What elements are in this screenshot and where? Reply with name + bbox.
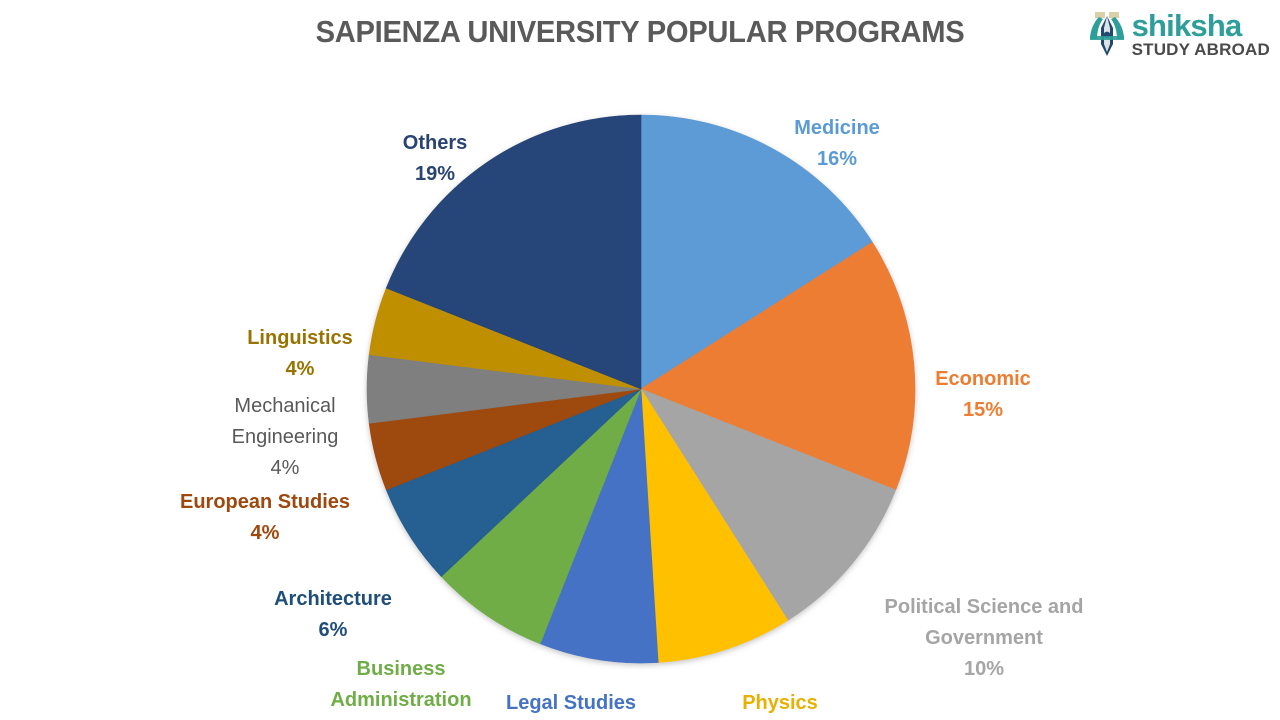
pie-label-architecture: Architecture 6% bbox=[257, 553, 409, 677]
logo-tagline: STUDY ABROAD bbox=[1131, 40, 1270, 59]
logo-text: shiksha STUDY ABROAD bbox=[1132, 10, 1270, 58]
pie-label-others-pct: 19% bbox=[414, 163, 456, 185]
pie-label-others: Others 19% bbox=[375, 97, 495, 221]
pie-slice-business-administration[interactable] bbox=[440, 388, 642, 645]
pie-slice-physics[interactable] bbox=[640, 388, 789, 663]
pie-label-european-studies: European Studies 4% bbox=[162, 456, 368, 580]
pie-label-architecture-pct: 6% bbox=[318, 619, 348, 641]
pie-label-business-administration-name: Business Administration bbox=[330, 658, 472, 711]
pie-label-mechanical-engineering-pct: 4% bbox=[270, 457, 300, 479]
pie-label-european-studies-pct: 4% bbox=[250, 522, 280, 544]
pie-label-political-science: Political Science and Government 10% bbox=[860, 561, 1108, 716]
pie-slice-political-science-and-government[interactable] bbox=[640, 388, 897, 621]
pie-slice-medicine[interactable] bbox=[640, 114, 873, 390]
pie-slice-others[interactable] bbox=[385, 114, 642, 390]
pie-label-others-name: Others bbox=[402, 132, 468, 154]
pie-label-economic: Economic 15% bbox=[903, 333, 1063, 457]
pie-label-medicine-name: Medicine bbox=[794, 117, 880, 139]
pie-slice-legal-studies[interactable] bbox=[539, 388, 659, 664]
logo-wordmark: shiksha bbox=[1131, 8, 1243, 43]
pie-label-legal-studies: Legal Studies 7% bbox=[488, 657, 654, 720]
pie-label-physics: Physics 8% bbox=[707, 657, 853, 720]
pie-label-economic-pct: 15% bbox=[962, 399, 1004, 421]
pie-label-business-administration-pct: 7% bbox=[312, 716, 490, 720]
pie-label-architecture-name: Architecture bbox=[274, 588, 392, 610]
pie-label-legal-studies-name: Legal Studies bbox=[505, 692, 637, 714]
pie-label-political-science-name: Political Science and Government bbox=[884, 596, 1084, 649]
pie-label-economic-name: Economic bbox=[935, 368, 1031, 390]
pie-label-linguistics: Linguistics 4% bbox=[231, 292, 369, 416]
pie-label-medicine-pct: 16% bbox=[816, 148, 858, 170]
pie-label-mechanical-engineering-name: Mechanical Engineering bbox=[231, 395, 339, 448]
page-title: SAPIENZA UNIVERSITY POPULAR PROGRAMS bbox=[315, 14, 965, 49]
pie-label-european-studies-name: European Studies bbox=[179, 491, 351, 513]
pie-slice-group bbox=[366, 114, 916, 664]
pie-label-political-science-pct: 10% bbox=[963, 658, 1005, 680]
pie-label-medicine: Medicine 16% bbox=[757, 82, 917, 206]
shiksha-logo[interactable]: shiksha STUDY ABROAD bbox=[1087, 8, 1270, 60]
pen-nib-icon bbox=[1089, 12, 1124, 56]
pie-label-linguistics-pct: 4% bbox=[285, 358, 315, 380]
pie-slice-economic[interactable] bbox=[640, 241, 916, 491]
pie-label-business-administration: Business Administration 7% bbox=[312, 623, 490, 720]
pie-label-linguistics-name: Linguistics bbox=[247, 327, 353, 349]
pie-label-physics-name: Physics bbox=[742, 692, 818, 714]
pie-label-mechanical-engineering: Mechanical Engineering 4% bbox=[200, 360, 370, 515]
